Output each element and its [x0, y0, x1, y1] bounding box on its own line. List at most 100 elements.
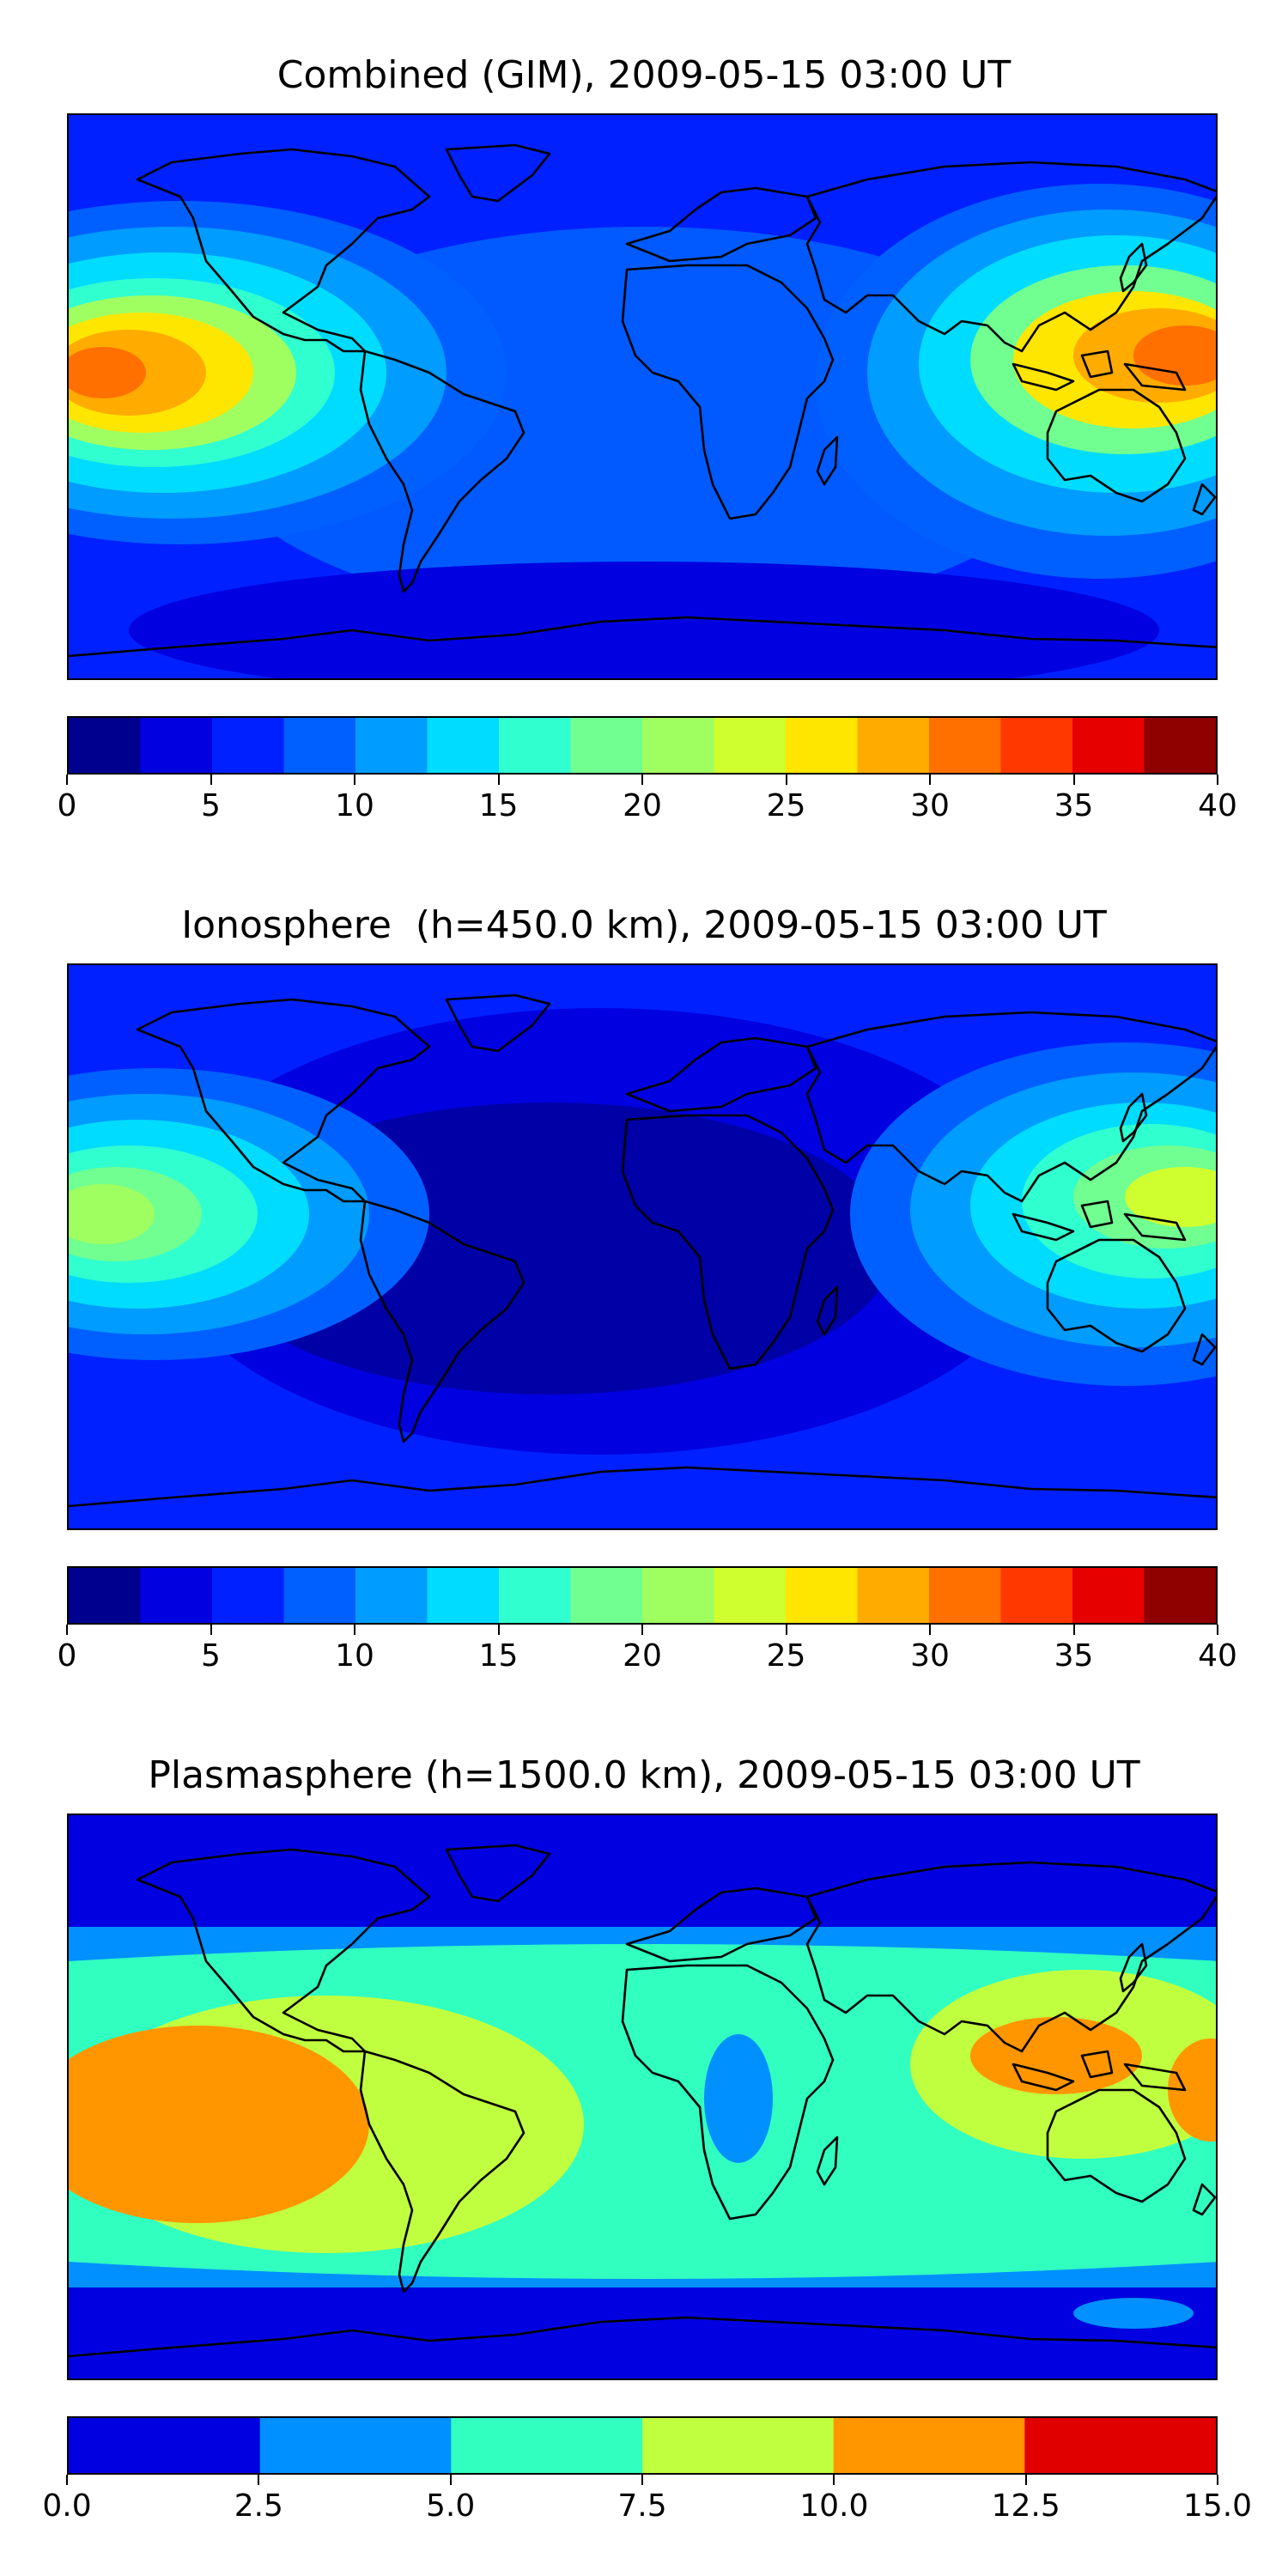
colorbar-tick	[354, 775, 355, 785]
colorbar-tick-label: 12.5	[991, 2488, 1060, 2524]
colorbar-ticks-plasmasphere: 0.0 2.5 5.0 7.5 10.0 12.5 15.0	[42, 2475, 1252, 2526]
colorbar-combined	[67, 716, 1218, 775]
colorbar-tick	[641, 775, 643, 785]
colorbar-tick-label: 30	[910, 788, 950, 823]
colorbar-tick-label: 25	[766, 1638, 806, 1674]
colorbar-ticks-ionosphere: 0 5 10 15 20 25 30 35 40	[58, 1625, 1237, 1676]
colorbar-tick-label: 15.0	[1182, 2488, 1253, 2524]
colorbar-swatch	[833, 2418, 1025, 2473]
colorbar-swatch	[642, 718, 715, 773]
colorbar-ionosphere	[67, 1566, 1218, 1625]
colorbar-tick	[785, 775, 787, 785]
colorbar-swatch	[1072, 718, 1145, 773]
colorbar-tick-label: 0	[57, 788, 77, 823]
colorbar-swatch	[929, 1568, 1002, 1623]
colorbar-swatch	[451, 2418, 643, 2473]
colorbar-tick	[1072, 1625, 1075, 1635]
colorbar-swatch	[283, 1568, 356, 1623]
map-title-plasmasphere: Plasmasphere (h=1500.0 km), 2009-05-15 0…	[148, 1753, 1140, 1797]
colorbar-tick	[66, 2475, 68, 2485]
colorbar-tick-label: 20	[623, 1638, 662, 1674]
colorbar-tick	[66, 1625, 68, 1635]
colorbar-swatch	[714, 1568, 787, 1623]
colorbar-tick	[210, 1625, 212, 1635]
colorbar-swatch	[642, 2418, 835, 2473]
colorbar-swatch	[259, 2418, 452, 2473]
colorbar-tick	[833, 2475, 835, 2485]
colorbar-tick-label: 5.0	[426, 2488, 476, 2524]
colorbar-swatch	[642, 1568, 715, 1623]
colorbar-swatch	[283, 718, 356, 773]
colorbar-swatch	[1024, 2418, 1216, 2473]
colorbar-tick	[1217, 775, 1218, 785]
colorbar-tick-label: 15	[478, 788, 519, 823]
colorbar-tick-label: 40	[1198, 1638, 1237, 1674]
colorbar-tick	[258, 2475, 260, 2485]
colorbar-swatch	[786, 718, 859, 773]
colorbar-swatch	[427, 1568, 500, 1623]
colorbar-swatch	[857, 1568, 930, 1623]
map-title-combined: Combined (GIM), 2009-05-15 03:00 UT	[276, 53, 1012, 97]
colorbar-tick-label: 40	[1198, 788, 1237, 823]
colorbar-swatch	[499, 1568, 572, 1623]
colorbar-tick-label: 0.0	[42, 2488, 92, 2524]
colorbar-swatch	[140, 718, 213, 773]
colorbar-tick	[210, 775, 212, 785]
colorbar-swatch	[1000, 1568, 1073, 1623]
colorbar-swatch	[69, 1568, 142, 1623]
colorbar-tick	[354, 1625, 355, 1635]
colorbar-swatch	[212, 1568, 285, 1623]
colorbar-tick	[1217, 1625, 1218, 1635]
colorbar-swatch	[1072, 1568, 1145, 1623]
colorbar-swatch	[1144, 1568, 1216, 1623]
colorbar-tick-label: 30	[910, 1638, 950, 1674]
colorbar-tick-label: 10.0	[799, 2488, 869, 2524]
map-plasmasphere	[67, 1814, 1218, 2380]
colorbar-tick	[449, 2475, 452, 2485]
colorbar-tick-label: 0	[57, 1638, 77, 1674]
colorbar-tick-label: 2.5	[234, 2488, 283, 2524]
colorbar-tick	[641, 2475, 643, 2485]
colorbar-tick	[641, 1625, 643, 1635]
colorbar-swatch	[786, 1568, 859, 1623]
colorbar-tick	[785, 1625, 787, 1635]
colorbar-swatch	[714, 718, 787, 773]
colorbar-tick-label: 35	[1054, 788, 1094, 823]
colorbar-tick	[1072, 775, 1075, 785]
colorbar-tick	[66, 775, 68, 785]
colorbar-swatch	[499, 718, 572, 773]
colorbar-tick	[929, 775, 931, 785]
colorbar-ticks-combined: 0 5 10 15 20 25 30 35 40	[58, 775, 1237, 826]
colorbar-tick-label: 25	[766, 788, 806, 823]
colorbar-tick	[497, 1625, 500, 1635]
colorbar-swatch	[427, 718, 500, 773]
colorbar-swatch	[355, 718, 428, 773]
map-combined-gim	[67, 113, 1218, 680]
map-ionosphere	[67, 963, 1218, 1530]
colorbar-tick-label: 15	[478, 1638, 519, 1674]
colorbar-swatch	[212, 718, 285, 773]
colorbar-tick-label: 10	[335, 1638, 374, 1674]
colorbar-swatch	[929, 718, 1002, 773]
colorbar-swatch	[570, 1568, 643, 1623]
colorbar-swatch	[1000, 718, 1073, 773]
colorbar-swatch	[1144, 718, 1216, 773]
colorbar-swatch	[69, 718, 142, 773]
colorbar-swatch	[69, 2418, 261, 2473]
colorbar-swatch	[570, 718, 643, 773]
colorbar-tick	[1024, 2475, 1027, 2485]
colorbar-plasmasphere	[67, 2416, 1218, 2475]
colorbar-tick	[497, 775, 500, 785]
colorbar-tick-label: 10	[335, 788, 374, 823]
colorbar-tick-label: 20	[623, 788, 662, 823]
colorbar-tick	[1217, 2475, 1218, 2485]
colorbar-swatch	[140, 1568, 213, 1623]
colorbar-swatch	[857, 718, 930, 773]
colorbar-tick	[929, 1625, 931, 1635]
map-title-ionosphere: Ionosphere (h=450.0 km), 2009-05-15 03:0…	[181, 903, 1107, 947]
colorbar-tick-label: 5	[201, 788, 221, 823]
colorbar-tick-label: 5	[201, 1638, 221, 1674]
colorbar-tick-label: 7.5	[617, 2488, 667, 2524]
colorbar-swatch	[355, 1568, 428, 1623]
colorbar-tick-label: 35	[1054, 1638, 1094, 1674]
